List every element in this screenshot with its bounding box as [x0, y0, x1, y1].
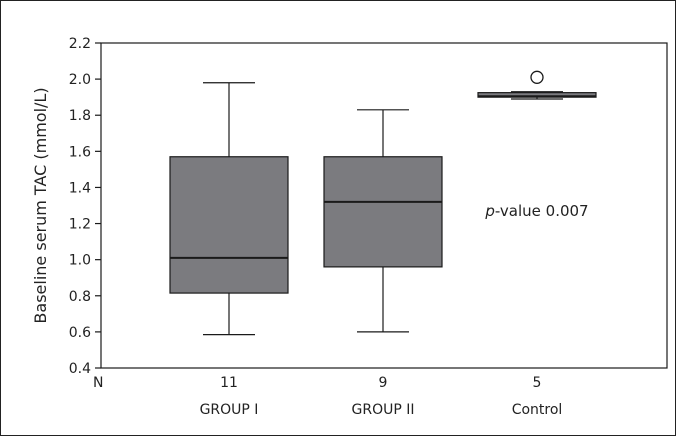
box-group-ii	[323, 109, 443, 333]
x-axis-labels: 11 GROUP I 9 GROUP II 5 Control	[200, 375, 563, 418]
box-group-i	[169, 82, 289, 336]
p-value-annotation: p-value 0.007	[484, 202, 588, 220]
iqr-box	[323, 156, 443, 268]
y-tick-label: 0.6	[69, 325, 91, 341]
group-name-label: Control	[512, 402, 563, 418]
y-tick-label: 0.8	[69, 289, 91, 305]
n-label: N	[93, 375, 103, 391]
plot-area	[100, 42, 668, 369]
box-control	[477, 70, 597, 100]
group-n-label: 11	[220, 375, 238, 391]
y-axis-ticks: 0.4 0.6 0.8 1.0 1.2 1.4 1.6 1.8 2.0 2.2	[69, 36, 101, 377]
iqr-box	[169, 156, 289, 294]
group-n-label: 9	[379, 375, 388, 391]
y-axis-title: Baseline serum TAC (mmol/L)	[31, 87, 50, 323]
group-n-label: 5	[533, 375, 542, 391]
group-name-label: GROUP I	[200, 402, 259, 418]
boxes	[169, 70, 597, 336]
y-tick-label: 1.6	[69, 144, 91, 160]
y-tick-label: 1.8	[69, 108, 91, 124]
y-tick-label: 0.4	[69, 361, 91, 377]
outlier-point	[530, 70, 544, 84]
y-tick-label: 2.2	[69, 36, 91, 52]
y-tick-label: 1.0	[69, 253, 91, 269]
y-tick-label: 1.4	[69, 180, 91, 196]
y-tick-label: 1.2	[69, 217, 91, 233]
p-value-italic: p	[484, 202, 495, 220]
p-value-text: -value 0.007	[495, 202, 589, 220]
y-tick-label: 2.0	[69, 72, 91, 88]
group-name-label: GROUP II	[352, 402, 415, 418]
